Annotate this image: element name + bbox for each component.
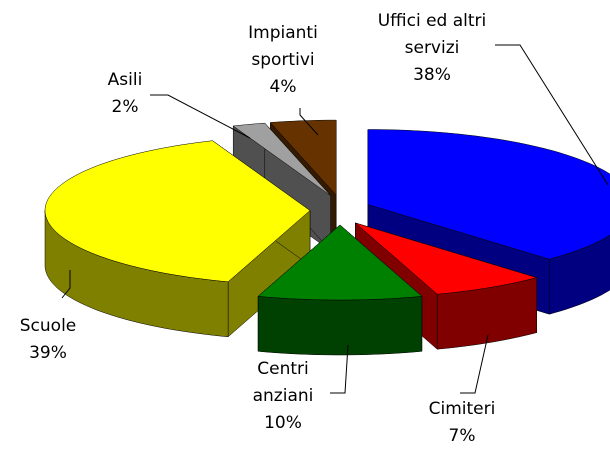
leader-line (330, 344, 349, 394)
slice-value: 2% (111, 97, 139, 117)
slice-top (269, 119, 337, 196)
slice-name: Uffici ed altri servizi (377, 11, 487, 58)
slice-name: Asili (107, 70, 143, 90)
slice-top (44, 140, 311, 283)
slice-wall (257, 296, 423, 356)
slice-value: 38% (413, 65, 451, 85)
slice-label: Uffici ed altri servizi 38% (367, 8, 497, 89)
leader-line (495, 44, 609, 186)
slice-name: Scuole (19, 316, 77, 336)
slice-value: 39% (29, 343, 67, 363)
slice-value: 10% (264, 413, 302, 433)
slice-top (257, 224, 423, 301)
leader-line (150, 94, 251, 139)
slice-top (367, 129, 610, 260)
slice-label: Impianti sportivi 4% (235, 20, 331, 101)
slice-top (355, 222, 538, 295)
slice-name: Impianti sportivi (248, 23, 318, 70)
slice (44, 140, 311, 338)
slice-label: Scuole 39% (8, 313, 88, 367)
slice-wall (549, 234, 610, 315)
slice-label: Cimiteri 7% (417, 396, 507, 450)
slice (257, 224, 423, 356)
leader-line (460, 334, 489, 394)
slice-label: Asili 2% (95, 67, 155, 121)
slice-label: Centri anziani 10% (241, 356, 325, 437)
slice-name: Centri anziani (252, 359, 314, 406)
slice-top (232, 122, 331, 196)
slice-name: Cimiteri (428, 399, 496, 419)
leader-line (61, 270, 71, 299)
slice-value: 4% (269, 77, 297, 97)
slice-value: 7% (448, 426, 476, 446)
leader-line (299, 108, 319, 136)
